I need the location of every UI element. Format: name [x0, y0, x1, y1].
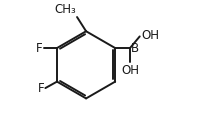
- Text: OH: OH: [141, 29, 159, 42]
- Text: OH: OH: [121, 63, 139, 77]
- Text: CH₃: CH₃: [54, 3, 76, 16]
- Text: F: F: [36, 42, 43, 55]
- Text: B: B: [131, 42, 139, 55]
- Text: F: F: [37, 82, 44, 95]
